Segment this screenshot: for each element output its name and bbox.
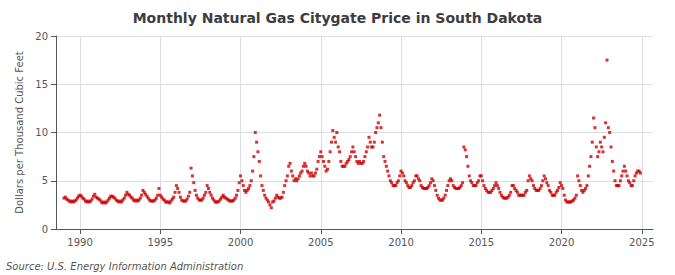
- svg-text:5: 5: [42, 175, 48, 186]
- svg-text:1995: 1995: [148, 237, 173, 248]
- svg-text:2015: 2015: [469, 237, 494, 248]
- svg-text:Source: U.S. Energy Informatio: Source: U.S. Energy Information Administ…: [6, 261, 243, 272]
- svg-text:2005: 2005: [308, 237, 333, 248]
- svg-text:0: 0: [42, 224, 48, 235]
- svg-text:15: 15: [35, 79, 48, 90]
- svg-text:Monthly Natural Gas Citygate P: Monthly Natural Gas Citygate Price in So…: [133, 10, 543, 26]
- svg-text:10: 10: [35, 127, 48, 138]
- svg-text:2020: 2020: [549, 237, 574, 248]
- svg-text:20: 20: [35, 31, 48, 42]
- svg-text:2000: 2000: [228, 237, 253, 248]
- svg-text:2010: 2010: [388, 237, 413, 248]
- svg-text:Dollars per Thousand Cubic Fee: Dollars per Thousand Cubic Feet: [14, 51, 25, 214]
- svg-text:2025: 2025: [629, 237, 654, 248]
- svg-text:1990: 1990: [67, 237, 92, 248]
